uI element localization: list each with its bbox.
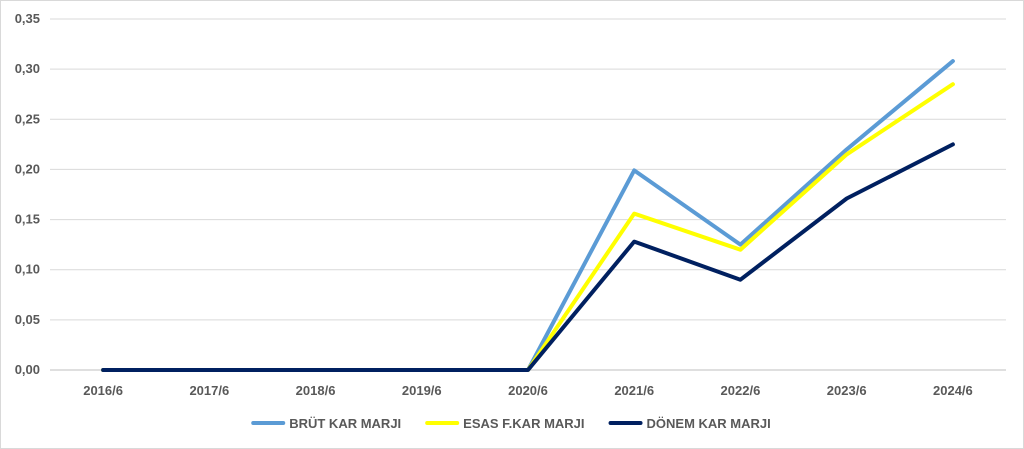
series-line <box>101 82 955 372</box>
x-tick-label: 2019/6 <box>402 383 442 398</box>
y-tick-label: 0,25 <box>15 111 40 126</box>
x-tick-label: 2021/6 <box>614 383 654 398</box>
x-axis: 2016/6 2017/6 2018/6 2019/6 2020/6 2021/6 2022… <box>83 383 973 398</box>
y-tick-label: 0,00 <box>15 362 40 377</box>
legend-item: ESAS F.KAR MARJI <box>425 416 585 431</box>
y-axis: 0,00 0,05 0,10 0,15 0,20 0,25 0,30 0,35 <box>15 11 40 377</box>
x-tick-label: 2018/6 <box>296 383 336 398</box>
x-tick-label: 2017/6 <box>189 383 229 398</box>
y-tick-label: 0,15 <box>15 212 40 227</box>
y-tick-label: 0,05 <box>15 312 40 327</box>
series-lines <box>101 59 955 372</box>
x-tick-label: 2020/6 <box>508 383 548 398</box>
x-tick-label: 2022/6 <box>721 383 761 398</box>
x-tick-label: 2024/6 <box>933 383 973 398</box>
legend-item: DÖNEM KAR MARJI <box>608 416 771 431</box>
legend: BRÜT KAR MARJI ESAS F.KAR MARJI DÖNEM KAR … <box>251 416 771 431</box>
y-tick-label: 0,30 <box>15 61 40 76</box>
legend-label: BRÜT KAR MARJI <box>289 416 401 431</box>
x-tick-label: 2016/6 <box>83 383 123 398</box>
x-tick-label: 2023/6 <box>827 383 867 398</box>
gridlines <box>50 18 1006 371</box>
legend-label: DÖNEM KAR MARJI <box>647 416 771 431</box>
series-line <box>101 142 955 372</box>
legend-label: ESAS F.KAR MARJI <box>463 416 584 431</box>
y-tick-label: 0,35 <box>15 11 40 26</box>
y-tick-label: 0,20 <box>15 161 40 176</box>
y-tick-label: 0,10 <box>15 262 40 277</box>
legend-item: BRÜT KAR MARJI <box>251 416 401 431</box>
